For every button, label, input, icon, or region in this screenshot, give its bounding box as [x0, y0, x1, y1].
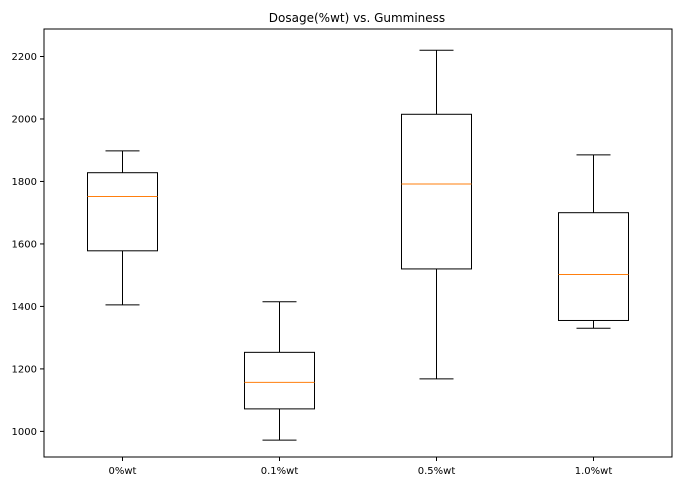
plot-area: 1000 1200 1400 1600 1800 2000 2200 0%wt 0.1%wt 0.…	[12, 49, 629, 477]
y-tick-label: 1400	[12, 302, 37, 313]
y-tick-label: 2200	[12, 52, 37, 63]
y-tick-label: 2000	[12, 114, 37, 125]
box-iqr	[244, 351, 315, 410]
chart-title: Dosage(%wt) vs. Gumminess	[269, 11, 445, 25]
y-tick-label: 1000	[12, 427, 37, 438]
x-tick-label: 1.0%wt	[575, 466, 613, 477]
y-tick-label: 1200	[12, 364, 37, 375]
y-tick-label: 1800	[12, 177, 37, 188]
box-iqr	[401, 113, 472, 270]
box-iqr	[87, 172, 158, 252]
plot-frame	[43, 28, 673, 458]
x-tick-label: 0%wt	[109, 466, 137, 477]
x-tick-label: 0.5%wt	[418, 466, 456, 477]
y-tick-label: 1600	[12, 239, 37, 250]
x-tick-label: 0.1%wt	[261, 466, 299, 477]
box-iqr	[558, 212, 629, 321]
